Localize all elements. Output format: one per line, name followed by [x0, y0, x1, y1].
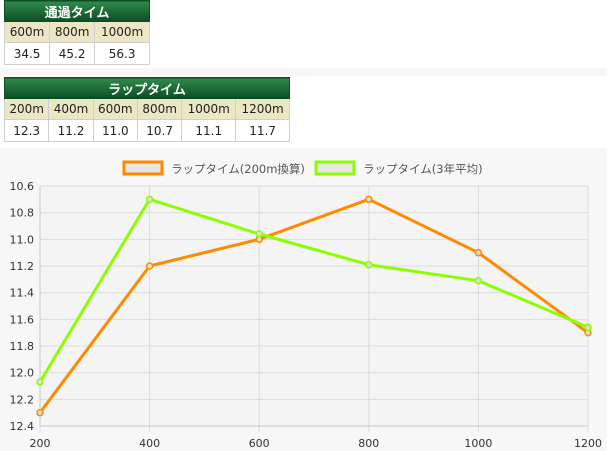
passing-header-800: 800m — [49, 21, 96, 43]
lap-value-1200: 11.7 — [235, 119, 290, 142]
y-tick-label: 12.0 — [10, 367, 35, 380]
series-2-point — [474, 276, 483, 285]
passing-time-table: 通過タイム 600m 800m 1000m 34.5 45.2 56.3 — [3, 0, 150, 65]
legend-label: ラップタイム(3年平均) — [363, 162, 483, 176]
lap-time-line-chart: 10.6 10.8 11.0 11.2 11.4 11.6 11.8 12.0 12.2 12.4… — [0, 148, 607, 451]
lap-time-title: ラップタイム — [4, 77, 290, 99]
y-tick-label: 11.4 — [10, 287, 35, 300]
y-tick-label: 11.8 — [10, 340, 35, 353]
series-1-point — [474, 248, 483, 257]
x-tick-label: 400 — [139, 437, 160, 450]
lap-header-800: 800m — [136, 98, 183, 120]
x-tick-label: 1000 — [464, 437, 492, 450]
lap-value-200: 12.3 — [3, 119, 50, 142]
y-tick-label: 11.0 — [10, 233, 35, 246]
series-line-1 — [38, 197, 589, 414]
series-1-point — [145, 262, 154, 270]
passing-value-1000: 56.3 — [94, 42, 150, 65]
lap-header-200: 200m — [3, 98, 50, 120]
series-2-point — [145, 195, 154, 204]
passing-value-800: 45.2 — [49, 42, 96, 65]
y-tick-label: 12.2 — [10, 393, 35, 406]
lap-value-600: 11.0 — [92, 119, 138, 142]
y-tick-label: 10.6 — [10, 180, 35, 193]
passing-header-1000: 1000m — [94, 21, 150, 43]
passing-value-600: 34.5 — [3, 42, 51, 65]
lap-header-1000: 1000m — [181, 98, 237, 120]
legend-swatch — [314, 160, 356, 176]
legend-swatch — [122, 160, 164, 176]
series-2-point — [584, 323, 592, 332]
top-band — [150, 0, 607, 68]
lap-value-400: 11.2 — [48, 119, 94, 142]
x-tick-label: 800 — [358, 437, 379, 450]
passing-time-title: 通過タイム — [4, 0, 150, 22]
y-tick-label: 10.8 — [10, 207, 35, 220]
lap-value-1000: 11.1 — [181, 119, 237, 142]
series-2-point — [365, 260, 373, 269]
divider-band — [0, 68, 607, 76]
lap-header-1200: 1200m — [235, 98, 290, 120]
series-2-point — [36, 378, 44, 386]
series-1-point — [36, 408, 44, 417]
x-tick-label: 1200 — [574, 437, 602, 450]
series-line-2 — [38, 197, 589, 383]
y-tick-label: 11.2 — [10, 260, 35, 273]
series-1-point — [365, 195, 373, 204]
x-tick-label: 600 — [249, 437, 270, 450]
x-tick-label: 200 — [30, 437, 51, 450]
lap-value-800: 10.7 — [136, 119, 183, 142]
y-tick-label: 12.4 — [10, 420, 35, 433]
series-2-point — [255, 230, 263, 238]
plot-area — [40, 186, 588, 426]
lap-time-table: ラップタイム 200m 400m 600m 800m 1000m 1200m 1… — [3, 77, 290, 142]
lap-header-600: 600m — [92, 98, 138, 120]
passing-header-600: 600m — [3, 21, 51, 43]
lap-header-400: 400m — [48, 98, 94, 120]
legend-label: ラップタイム(200m換算) — [171, 162, 305, 176]
y-tick-label: 11.6 — [10, 313, 35, 326]
